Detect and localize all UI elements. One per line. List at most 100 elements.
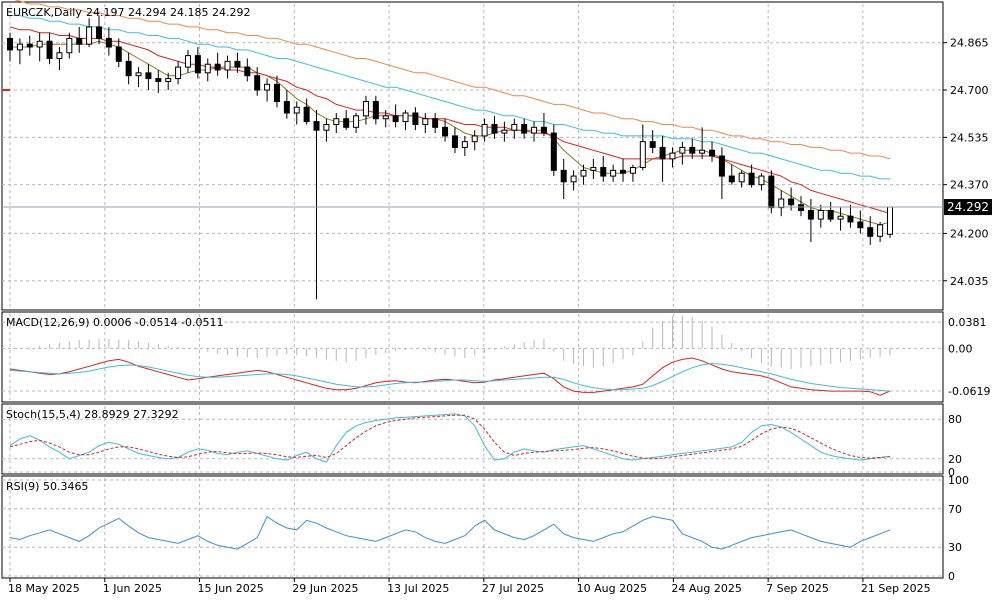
candle-body [540, 126, 547, 134]
candle-body [155, 78, 162, 82]
y-axis-tick-label: 24.535 [950, 131, 989, 144]
candle-body [194, 55, 201, 74]
candle [748, 164, 755, 188]
candle-body [56, 52, 63, 59]
candle [382, 110, 389, 128]
candle-body [531, 126, 538, 134]
stoch-signal-line [9, 414, 891, 460]
stoch-panel[interactable] [1, 403, 944, 475]
candle-body [600, 166, 607, 177]
x-axis-tick-label: 7 Sep 2025 [766, 582, 829, 595]
candle-body [402, 112, 409, 123]
candle-body [837, 215, 844, 220]
candle-body [778, 198, 785, 209]
candle [877, 221, 884, 243]
candle [560, 158, 567, 200]
candle-body [165, 78, 172, 82]
rsi-line [9, 515, 891, 550]
candle-body [392, 115, 399, 123]
current-price-box [944, 199, 992, 216]
candle [689, 138, 696, 159]
candle-body [184, 55, 191, 68]
candle-body [382, 115, 389, 120]
candle [184, 49, 191, 73]
candle [817, 204, 824, 228]
candle [837, 207, 844, 231]
candle [827, 201, 834, 222]
y-axis-tick-label: 80 [948, 413, 962, 426]
candle [471, 130, 478, 151]
candle-body [669, 152, 676, 160]
candle-body [293, 106, 300, 114]
candle [402, 110, 409, 131]
candle-body [699, 149, 706, 154]
macd-panel[interactable] [1, 311, 944, 403]
candle-body [728, 175, 735, 183]
candle-body [867, 227, 874, 237]
candle [16, 38, 23, 65]
current-price-label: 24.292 [947, 200, 989, 214]
candle [214, 52, 221, 76]
candle-body [471, 135, 478, 143]
candle-body [560, 169, 567, 183]
candle-body [590, 166, 597, 171]
candle-body [877, 224, 884, 237]
ohlc-label: 24.197 24.294 24.185 24.292 [86, 6, 250, 19]
candle [610, 164, 617, 182]
y-axis-tick-label: 24.700 [950, 84, 989, 97]
y-axis-tick-label: 0 [948, 570, 955, 583]
candle [323, 118, 330, 142]
candle-body [86, 26, 93, 45]
main-chart-panel[interactable] [1, 1, 944, 311]
moving-average-lines [9, 0, 891, 226]
candle-body [422, 118, 429, 125]
candle-body [461, 141, 468, 148]
candle-body [343, 118, 350, 128]
candle [629, 164, 636, 182]
candle-body [620, 169, 627, 174]
candle-body [629, 166, 636, 174]
candle-body [175, 66, 182, 80]
candle [26, 35, 33, 56]
candle-body [639, 141, 646, 168]
y-axis-tick-label: 24.865 [950, 37, 989, 50]
candle-body [481, 123, 488, 137]
candle-body [718, 155, 725, 177]
candle [115, 38, 122, 68]
candle [600, 156, 607, 182]
candle-body [679, 146, 686, 154]
candle [254, 67, 261, 96]
stoch-series [9, 413, 891, 463]
candle-body [491, 123, 498, 134]
candle-body [76, 37, 83, 45]
candle [432, 112, 439, 134]
candle [194, 47, 201, 79]
candle-body [738, 172, 745, 183]
candle [313, 110, 320, 300]
candle [76, 26, 83, 53]
candle-body [362, 101, 369, 117]
x-axis-tick-label: 13 Jul 2025 [387, 582, 449, 595]
candle-body [768, 175, 775, 209]
candle-body [709, 149, 716, 157]
candle [659, 135, 666, 182]
candle-body [550, 132, 557, 171]
candlesticks [7, 15, 893, 300]
candle-body [372, 101, 379, 120]
y-axis-tick-label: 24.370 [950, 179, 989, 192]
x-axis-tick-label: 15 Jun 2025 [198, 582, 264, 595]
candle [422, 112, 429, 134]
candle [570, 170, 577, 191]
rsi-panel[interactable] [1, 475, 944, 579]
candle-body [847, 215, 854, 223]
candle-body [7, 37, 13, 51]
moving-average-ma_long [14, 0, 891, 160]
stoch-main-line [9, 413, 891, 463]
candle [778, 190, 785, 217]
candle-body [264, 83, 271, 91]
candle-body [827, 209, 834, 220]
grid-lines [2, 4, 943, 577]
candle-body [817, 209, 824, 220]
candle-body [570, 175, 577, 183]
